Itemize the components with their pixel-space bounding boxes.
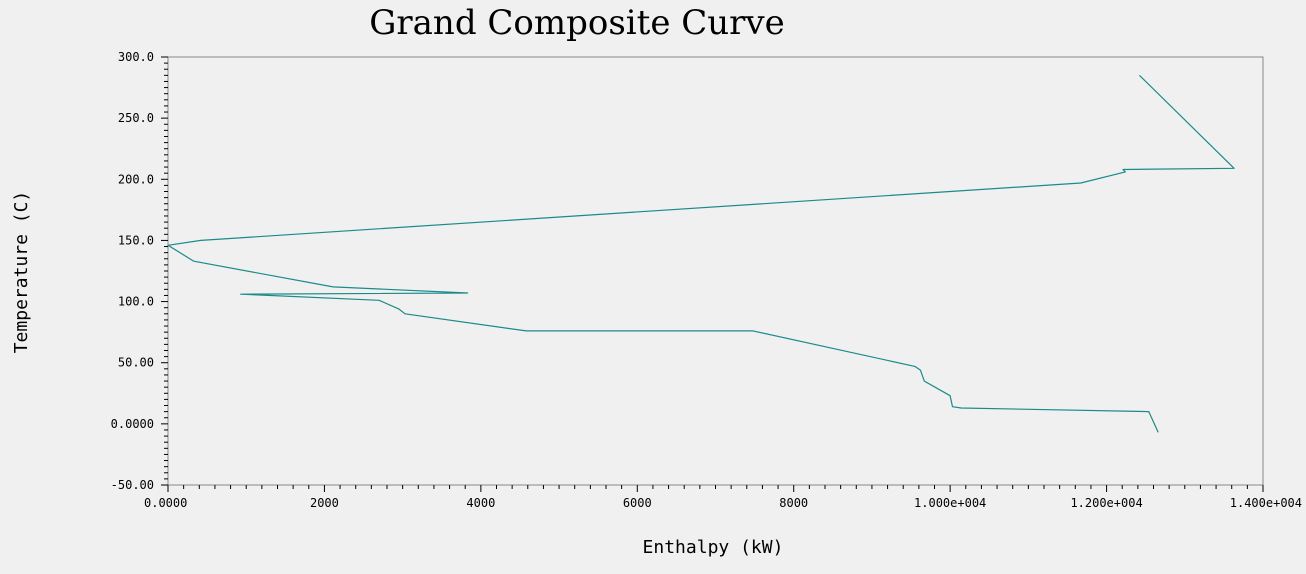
x-tick-label: 4000 — [466, 496, 495, 510]
x-tick-label: 0.0000 — [144, 496, 187, 510]
y-axis-label: Temperature (C) — [11, 191, 32, 354]
x-tick-label: 1.200e+004 — [1070, 496, 1142, 510]
y-tick-label: 150.0 — [118, 233, 154, 247]
y-axis-ticks: -50.00 0.0000 50.00 100.0 150.0 200.0 250.0 300… — [111, 50, 168, 492]
series-layer — [167, 74, 1235, 433]
y-tick-label: 100.0 — [118, 295, 154, 309]
chart-title: Grand Composite Curve — [369, 3, 785, 43]
series-line — [167, 74, 1235, 433]
y-tick-label: -50.00 — [111, 478, 154, 492]
x-axis-ticks: 0.0000 2000 4000 6000 8000 1.000e+004 1.200e+0… — [144, 485, 1302, 510]
x-axis-label: Enthalpy (kW) — [643, 537, 784, 558]
x-tick-label: 1.400e+004 — [1230, 496, 1302, 510]
x-tick-label: 2000 — [310, 496, 339, 510]
y-tick-label: 50.00 — [118, 356, 154, 370]
y-tick-label: 200.0 — [118, 172, 154, 186]
x-tick-label: 8000 — [779, 496, 808, 510]
y-tick-label: 300.0 — [118, 50, 154, 64]
x-tick-label: 1.000e+004 — [914, 496, 986, 510]
y-tick-label: 250.0 — [118, 111, 154, 125]
x-tick-label: 6000 — [623, 496, 652, 510]
plot-area — [167, 56, 1264, 486]
y-tick-label: 0.0000 — [111, 417, 154, 431]
